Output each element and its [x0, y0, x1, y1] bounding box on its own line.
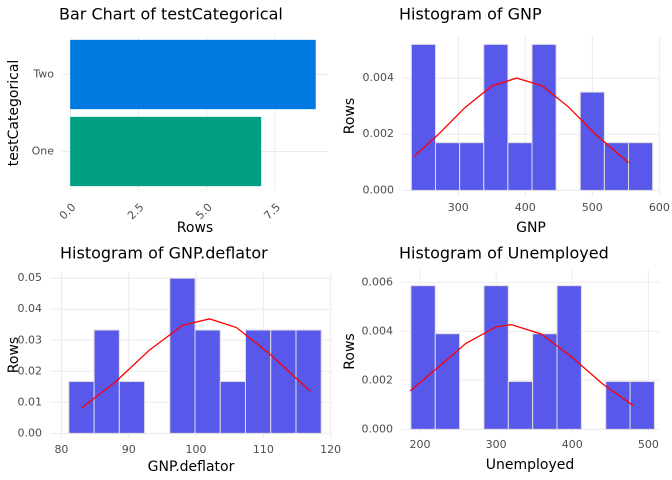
histogram-bar [507, 142, 533, 191]
histogram-bar [194, 329, 221, 434]
x-tick-label: 300 [486, 438, 507, 451]
chart-title: Histogram of GNP.deflator [60, 244, 268, 263]
y-tick-label: 0.02 [18, 364, 43, 377]
bar [70, 39, 316, 110]
histogram-bar [483, 285, 509, 430]
x-tick-label: 300 [448, 201, 469, 214]
y-tick-label: 0.004 [362, 324, 394, 337]
x-tick-label: 0.0 [57, 201, 79, 223]
density-curve [81, 318, 311, 409]
x-tick-label: 110 [253, 443, 274, 456]
histogram-bar [270, 329, 297, 434]
y-tick-label: 0.04 [18, 302, 43, 315]
y-tick-label: 0.000 [363, 183, 395, 196]
y-tick-label: 0.00 [18, 426, 43, 439]
y-tick-label: 0.03 [18, 333, 43, 346]
histogram-bar [245, 329, 272, 434]
x-tick-label: 400 [562, 438, 583, 451]
histogram-bar [579, 91, 605, 191]
x-tick-label: 120 [320, 443, 341, 456]
histogram-bar [629, 381, 655, 430]
density-curve [409, 323, 634, 407]
x-axis-title: Rows [177, 220, 213, 236]
y-axis-title: Rows [6, 337, 22, 373]
x-tick-label: 7.5 [261, 201, 283, 223]
x-tick-label: 90 [122, 443, 136, 456]
x-tick-label: 600 [649, 201, 670, 214]
histogram-bar [169, 277, 196, 434]
y-tick-label: 0.000 [362, 422, 394, 435]
y-axis-title: testCategorical [6, 60, 22, 167]
histogram-bar [603, 142, 630, 191]
x-axis-title: Unemployed [486, 457, 575, 473]
y-tick-label: 0.05 [18, 271, 43, 284]
y-tick-label: 0.002 [362, 373, 394, 386]
y-axis-title: Rows [342, 98, 358, 134]
bar [70, 116, 262, 187]
histogram-bar [435, 142, 461, 191]
y-tick-label: 0.006 [362, 275, 394, 288]
x-tick-label: 2.5 [125, 201, 147, 223]
y-tick-label: Two [32, 68, 54, 81]
histogram-bar [556, 285, 582, 430]
histogram-bar [628, 142, 654, 191]
histogram-bar [434, 333, 461, 430]
histogram-bar [410, 285, 436, 430]
histogram-bar [410, 43, 437, 191]
x-tick-label: 400 [515, 201, 536, 214]
histogram-bar [532, 333, 558, 430]
x-tick-label: 80 [54, 443, 68, 456]
y-tick-label: One [32, 145, 55, 158]
density-curve [413, 77, 629, 164]
x-tick-label: 500 [638, 438, 659, 451]
chart-title: Histogram of Unemployed [399, 244, 609, 263]
y-tick-label: 0.002 [363, 127, 395, 140]
x-tick-label: 200 [410, 438, 431, 451]
y-axis-title: Rows [342, 333, 358, 369]
x-tick-label: 100 [186, 443, 207, 456]
x-axis-title: GNP.deflator [148, 459, 235, 475]
x-tick-label: 500 [582, 201, 603, 214]
y-tick-label: 0.01 [18, 395, 43, 408]
x-axis-title: GNP [516, 220, 546, 236]
histogram-bar [459, 142, 485, 191]
histogram-bar [118, 381, 146, 434]
chart-title: Histogram of GNP [399, 5, 542, 24]
histogram-bar [507, 381, 534, 430]
histogram-bar [219, 381, 247, 434]
y-tick-label: 0.004 [363, 71, 395, 84]
chart-title: Bar Chart of testCategorical [59, 5, 283, 24]
histogram-bar [531, 43, 557, 191]
histogram-bar [483, 43, 509, 191]
